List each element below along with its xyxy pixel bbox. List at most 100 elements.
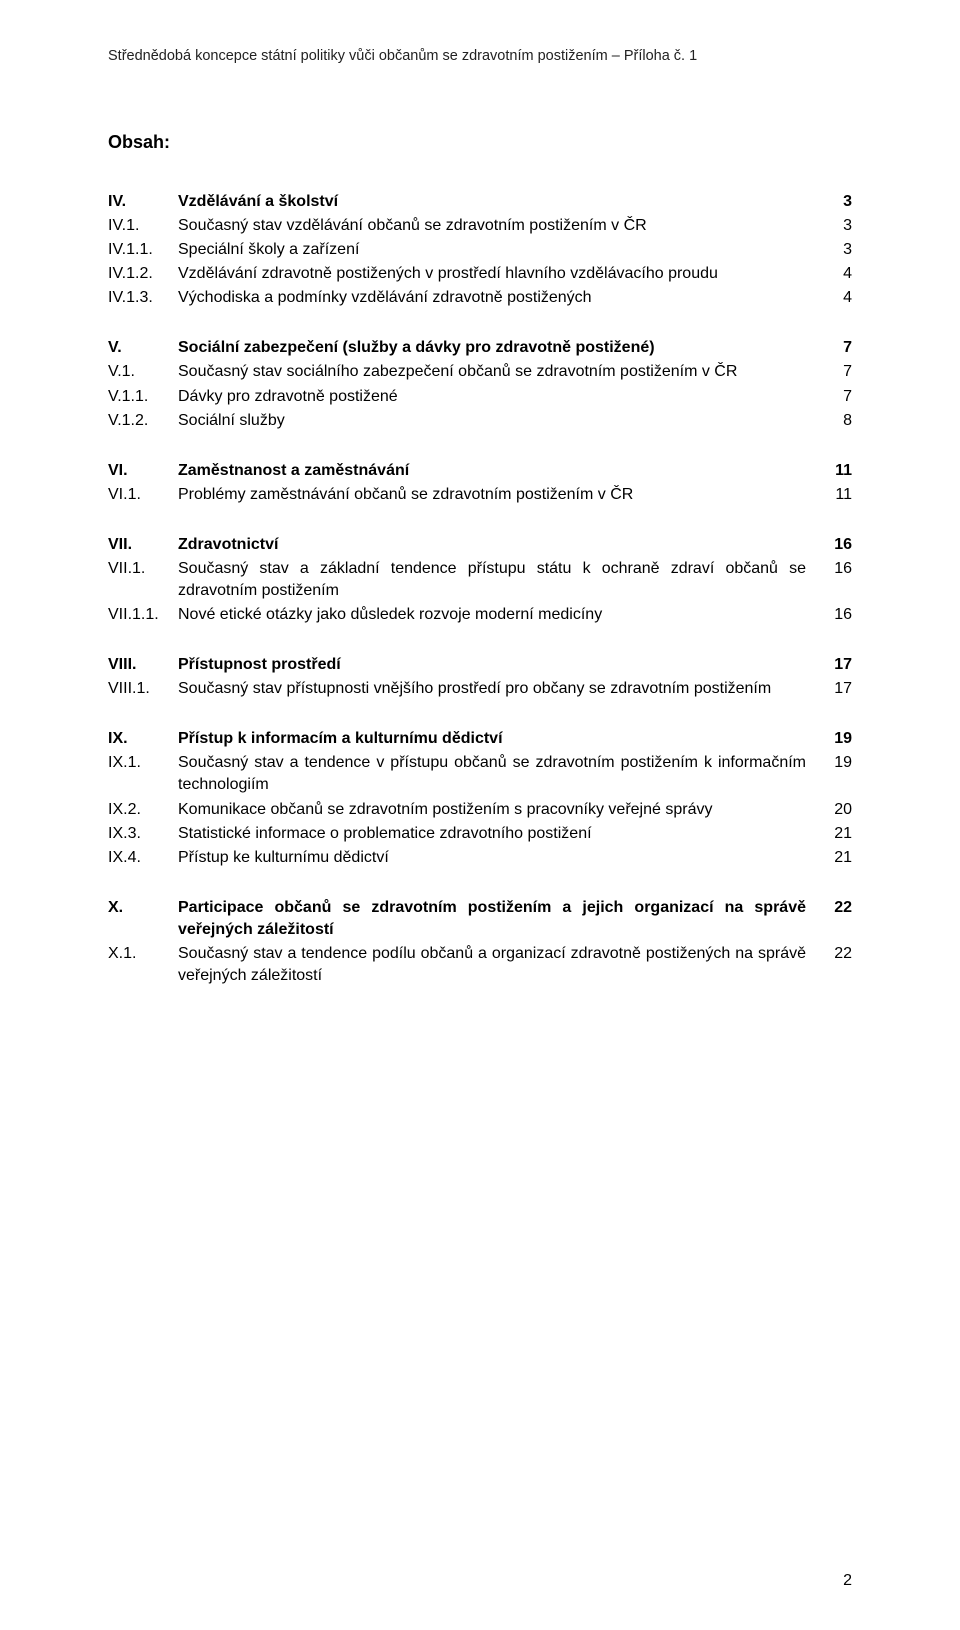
toc-row: X.Participace občanů se zdravotním posti… (108, 897, 852, 941)
toc-row: IX.4.Přístup ke kulturnímu dědictví21 (108, 847, 852, 869)
toc-text: Současný stav a tendence podílu občanů a… (178, 943, 818, 987)
toc-row: IX.2.Komunikace občanů se zdravotním pos… (108, 799, 852, 821)
toc-row: X.1.Současný stav a tendence podílu obča… (108, 943, 852, 987)
toc-row: IX.1.Současný stav a tendence v přístupu… (108, 752, 852, 796)
toc-text: Komunikace občanů se zdravotním postižen… (178, 799, 818, 821)
toc-num: IV.1.2. (108, 263, 178, 285)
toc-section: VI.Zaměstnanost a zaměstnávání11VI.1.Pro… (108, 460, 852, 506)
page-title: Obsah: (108, 132, 852, 153)
toc-page: 20 (818, 799, 852, 821)
toc-num: IX.2. (108, 799, 178, 821)
toc-page: 7 (818, 361, 852, 383)
toc-num: IX. (108, 728, 178, 750)
toc-num: VII.1. (108, 558, 178, 580)
toc-page: 16 (818, 604, 852, 626)
toc-num: VI. (108, 460, 178, 482)
toc-page: 22 (818, 897, 852, 919)
toc-row: V.1.1.Dávky pro zdravotně postižené7 (108, 386, 852, 408)
toc-page: 4 (818, 263, 852, 285)
toc-text: Zdravotnictví (178, 534, 818, 556)
toc-num: IV.1.1. (108, 239, 178, 261)
doc-header: Střednědobá koncepce státní politiky vůč… (108, 48, 852, 64)
page: Střednědobá koncepce státní politiky vůč… (0, 0, 960, 1630)
toc-page: 17 (818, 654, 852, 676)
toc-text: Východiska a podmínky vzdělávání zdravot… (178, 287, 818, 309)
toc-row: IX.Přístup k informacím a kulturnímu děd… (108, 728, 852, 750)
toc-text: Současný stav vzdělávání občanů se zdrav… (178, 215, 818, 237)
toc-num: VIII.1. (108, 678, 178, 700)
toc-page: 16 (818, 558, 852, 580)
toc-page: 22 (818, 943, 852, 965)
toc-page: 21 (818, 823, 852, 845)
toc-text: Současný stav a základní tendence přístu… (178, 558, 818, 602)
toc-row: IV.1.3.Východiska a podmínky vzdělávání … (108, 287, 852, 309)
toc-num: IX.1. (108, 752, 178, 774)
toc-page: 16 (818, 534, 852, 556)
toc-num: V.1. (108, 361, 178, 383)
toc-section: VIII.Přístupnost prostředí17VIII.1.Souča… (108, 654, 852, 700)
table-of-contents: IV.Vzdělávání a školství3IV.1.Současný s… (108, 191, 852, 987)
toc-num: IX.4. (108, 847, 178, 869)
toc-section: IX.Přístup k informacím a kulturnímu děd… (108, 728, 852, 868)
toc-row: IV.Vzdělávání a školství3 (108, 191, 852, 213)
toc-page: 19 (818, 728, 852, 750)
toc-num: X.1. (108, 943, 178, 965)
toc-row: V.1.2.Sociální služby8 (108, 410, 852, 432)
toc-row: VI.Zaměstnanost a zaměstnávání11 (108, 460, 852, 482)
toc-text: Přístup k informacím a kulturnímu dědict… (178, 728, 818, 750)
toc-num: IV.1.3. (108, 287, 178, 309)
toc-row: IV.1.Současný stav vzdělávání občanů se … (108, 215, 852, 237)
toc-text: Přístupnost prostředí (178, 654, 818, 676)
toc-num: IX.3. (108, 823, 178, 845)
toc-page: 11 (818, 484, 852, 506)
toc-page: 7 (818, 337, 852, 359)
toc-num: VIII. (108, 654, 178, 676)
toc-row: V.Sociální zabezpečení (služby a dávky p… (108, 337, 852, 359)
toc-num: V.1.2. (108, 410, 178, 432)
toc-page: 17 (818, 678, 852, 700)
toc-text: Současný stav a tendence v přístupu obča… (178, 752, 818, 796)
toc-text: Dávky pro zdravotně postižené (178, 386, 818, 408)
toc-text: Přístup ke kulturnímu dědictví (178, 847, 818, 869)
toc-section: VII.Zdravotnictví16VII.1.Současný stav a… (108, 534, 852, 626)
toc-text: Současný stav sociálního zabezpečení obč… (178, 361, 818, 383)
toc-row: V.1.Současný stav sociálního zabezpečení… (108, 361, 852, 383)
toc-text: Vzdělávání zdravotně postižených v prost… (178, 263, 818, 285)
toc-text: Nové etické otázky jako důsledek rozvoje… (178, 604, 818, 626)
toc-row: IV.1.1.Speciální školy a zařízení3 (108, 239, 852, 261)
toc-row: VIII.Přístupnost prostředí17 (108, 654, 852, 676)
toc-page: 3 (818, 215, 852, 237)
toc-section: X.Participace občanů se zdravotním posti… (108, 897, 852, 987)
toc-num: VII. (108, 534, 178, 556)
toc-num: V.1.1. (108, 386, 178, 408)
toc-text: Vzdělávání a školství (178, 191, 818, 213)
toc-text: Problémy zaměstnávání občanů se zdravotn… (178, 484, 818, 506)
page-number: 2 (843, 1572, 852, 1590)
toc-row: IX.3.Statistické informace o problematic… (108, 823, 852, 845)
toc-page: 11 (818, 460, 852, 482)
toc-text: Sociální zabezpečení (služby a dávky pro… (178, 337, 818, 359)
toc-text: Participace občanů se zdravotním postiže… (178, 897, 818, 941)
toc-num: X. (108, 897, 178, 919)
toc-row: VII.Zdravotnictví16 (108, 534, 852, 556)
toc-num: VI.1. (108, 484, 178, 506)
toc-page: 3 (818, 239, 852, 261)
toc-page: 19 (818, 752, 852, 774)
toc-row: IV.1.2.Vzdělávání zdravotně postižených … (108, 263, 852, 285)
toc-num: V. (108, 337, 178, 359)
toc-num: VII.1.1. (108, 604, 178, 626)
toc-row: VI.1.Problémy zaměstnávání občanů se zdr… (108, 484, 852, 506)
toc-page: 7 (818, 386, 852, 408)
toc-text: Speciální školy a zařízení (178, 239, 818, 261)
toc-text: Statistické informace o problematice zdr… (178, 823, 818, 845)
toc-text: Sociální služby (178, 410, 818, 432)
toc-row: VII.1.1.Nové etické otázky jako důsledek… (108, 604, 852, 626)
toc-text: Zaměstnanost a zaměstnávání (178, 460, 818, 482)
toc-row: VII.1.Současný stav a základní tendence … (108, 558, 852, 602)
toc-row: VIII.1.Současný stav přístupnosti vnější… (108, 678, 852, 700)
toc-num: IV.1. (108, 215, 178, 237)
toc-text: Současný stav přístupnosti vnějšího pros… (178, 678, 818, 700)
toc-num: IV. (108, 191, 178, 213)
toc-page: 8 (818, 410, 852, 432)
toc-page: 3 (818, 191, 852, 213)
